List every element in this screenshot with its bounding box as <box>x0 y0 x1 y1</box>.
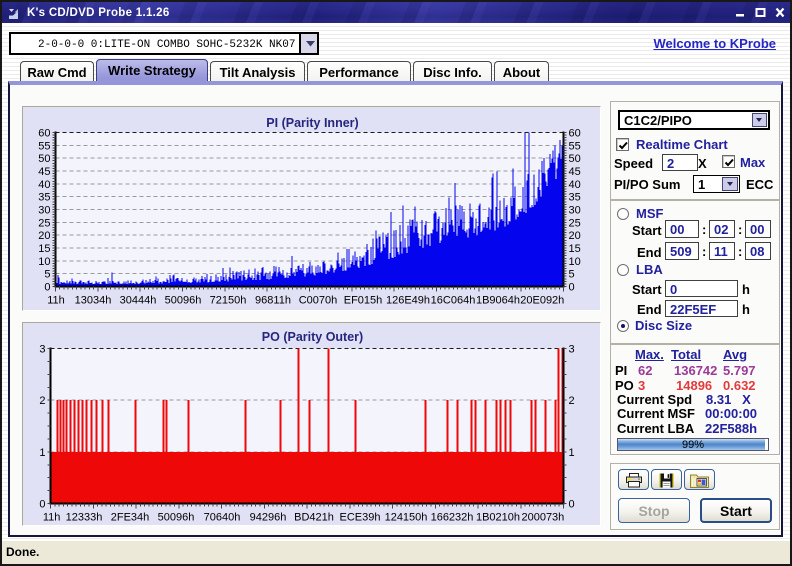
svg-text:15: 15 <box>569 243 581 255</box>
svg-text:124150h: 124150h <box>385 512 428 524</box>
svg-text:55: 55 <box>38 140 50 152</box>
svg-text:30: 30 <box>569 205 581 217</box>
svg-text:40: 40 <box>569 179 581 191</box>
svg-text:20E092h: 20E092h <box>520 295 564 307</box>
svg-text:12333h: 12333h <box>66 512 103 524</box>
svg-text:50096h: 50096h <box>165 295 202 307</box>
svg-text:13034h: 13034h <box>75 295 112 307</box>
svg-text:50: 50 <box>38 153 50 165</box>
svg-text:10: 10 <box>38 256 50 268</box>
svg-text:60: 60 <box>569 128 581 140</box>
svg-text:5: 5 <box>569 269 575 281</box>
svg-text:126E49h: 126E49h <box>386 295 430 307</box>
svg-text:0: 0 <box>39 499 45 511</box>
svg-text:60: 60 <box>38 128 50 140</box>
svg-text:ECE39h: ECE39h <box>340 512 381 524</box>
svg-text:30444h: 30444h <box>120 295 157 307</box>
svg-text:45: 45 <box>569 166 581 178</box>
svg-text:PI (Parity Inner): PI (Parity Inner) <box>266 116 358 130</box>
svg-text:50096h: 50096h <box>158 512 195 524</box>
svg-text:11h: 11h <box>43 512 61 524</box>
svg-text:5: 5 <box>44 269 50 281</box>
svg-text:EF015h: EF015h <box>344 295 383 307</box>
svg-text:25: 25 <box>569 217 581 229</box>
svg-text:96811h: 96811h <box>255 295 291 307</box>
svg-text:50: 50 <box>569 153 581 165</box>
svg-text:55: 55 <box>569 140 581 152</box>
svg-text:0: 0 <box>44 282 50 294</box>
svg-text:1B0210h: 1B0210h <box>476 512 520 524</box>
svg-text:20: 20 <box>569 230 581 242</box>
svg-text:3: 3 <box>569 344 575 356</box>
svg-text:10: 10 <box>569 256 581 268</box>
svg-text:166232h: 166232h <box>431 512 474 524</box>
svg-text:40: 40 <box>38 179 50 191</box>
svg-text:1: 1 <box>39 447 45 459</box>
svg-text:1B9064h: 1B9064h <box>476 295 520 307</box>
svg-text:25: 25 <box>38 217 50 229</box>
svg-text:35: 35 <box>569 192 581 204</box>
svg-text:2: 2 <box>39 395 45 407</box>
svg-text:35: 35 <box>38 192 50 204</box>
svg-text:2: 2 <box>569 395 575 407</box>
svg-text:20: 20 <box>38 230 50 242</box>
svg-text:200073h: 200073h <box>521 512 564 524</box>
svg-text:15: 15 <box>38 243 50 255</box>
svg-text:BD421h: BD421h <box>294 512 334 524</box>
svg-text:2FE34h: 2FE34h <box>111 512 150 524</box>
svg-text:30: 30 <box>38 205 50 217</box>
svg-text:0: 0 <box>569 282 575 294</box>
svg-text:C0070h: C0070h <box>299 295 338 307</box>
svg-text:16C064h: 16C064h <box>431 295 476 307</box>
svg-text:72150h: 72150h <box>210 295 247 307</box>
svg-text:3: 3 <box>39 344 45 356</box>
svg-text:70640h: 70640h <box>204 512 241 524</box>
svg-text:45: 45 <box>38 166 50 178</box>
svg-text:PO (Parity Outer): PO (Parity Outer) <box>262 330 363 344</box>
svg-text:11h: 11h <box>47 295 65 307</box>
svg-text:0: 0 <box>569 499 575 511</box>
svg-text:94296h: 94296h <box>250 512 287 524</box>
svg-text:1: 1 <box>569 447 575 459</box>
